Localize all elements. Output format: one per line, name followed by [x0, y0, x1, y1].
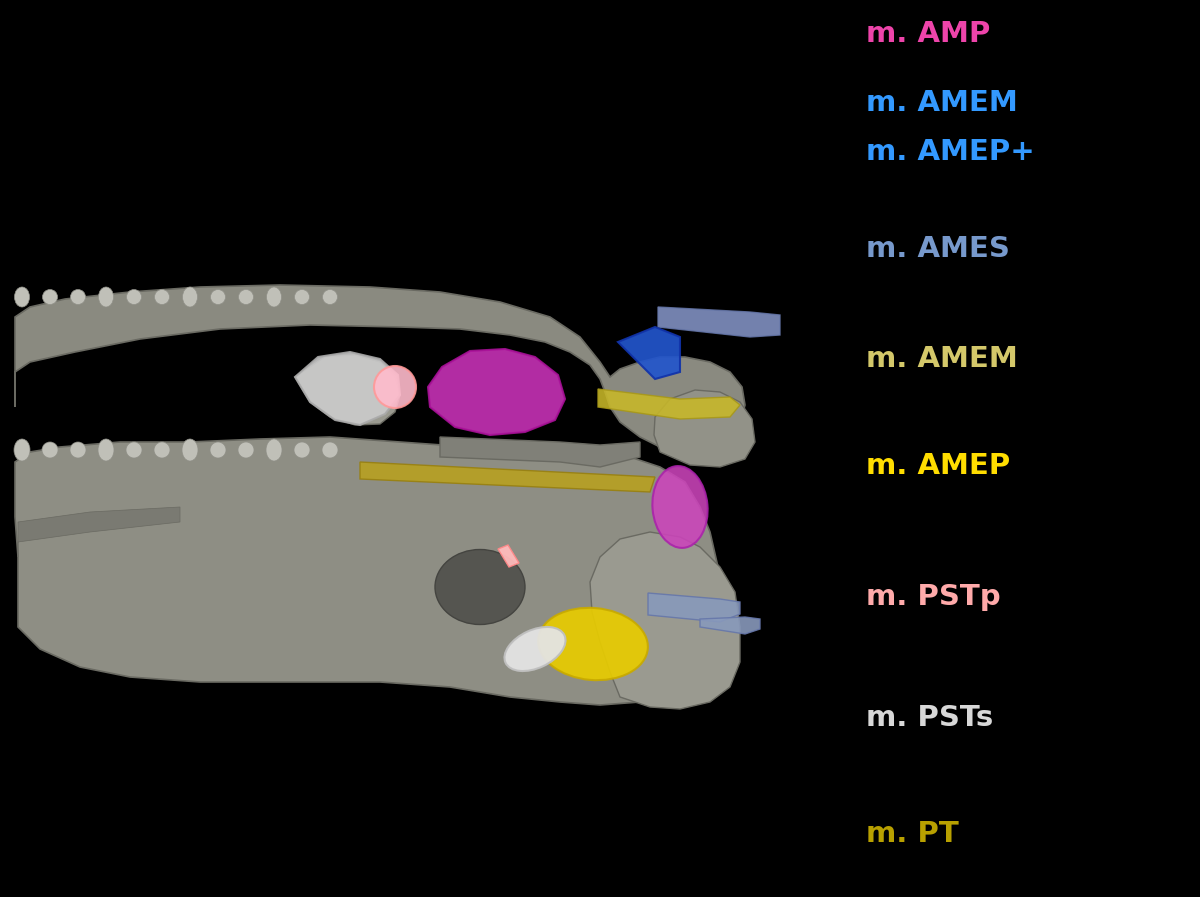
Ellipse shape [653, 466, 708, 548]
Ellipse shape [14, 287, 30, 307]
Text: m. AMP: m. AMP [866, 20, 991, 48]
Ellipse shape [323, 290, 337, 304]
Text: m. AMES: m. AMES [866, 235, 1010, 264]
Polygon shape [700, 617, 760, 634]
Polygon shape [598, 389, 740, 419]
Text: m. AMEP: m. AMEP [866, 452, 1010, 481]
Ellipse shape [504, 627, 565, 671]
Ellipse shape [294, 442, 310, 458]
Ellipse shape [238, 442, 254, 458]
Polygon shape [618, 327, 680, 379]
Ellipse shape [154, 442, 170, 458]
Ellipse shape [210, 442, 226, 458]
Polygon shape [295, 352, 400, 425]
Text: m. PSTp: m. PSTp [866, 582, 1001, 611]
Ellipse shape [538, 608, 648, 680]
Ellipse shape [294, 290, 310, 304]
Ellipse shape [436, 550, 526, 624]
Text: m. PSTs: m. PSTs [866, 703, 994, 732]
Polygon shape [428, 349, 565, 435]
Ellipse shape [71, 290, 85, 304]
Polygon shape [14, 437, 720, 705]
Polygon shape [648, 593, 740, 622]
Polygon shape [14, 285, 745, 452]
Polygon shape [658, 307, 780, 337]
Ellipse shape [182, 287, 198, 307]
Text: m. AMEP+: m. AMEP+ [866, 138, 1036, 167]
Ellipse shape [374, 366, 416, 408]
Ellipse shape [322, 442, 338, 458]
Text: m. AMEM: m. AMEM [866, 89, 1019, 118]
Ellipse shape [266, 439, 282, 461]
Ellipse shape [42, 290, 58, 304]
Text: m. AMEM: m. AMEM [866, 344, 1019, 373]
Ellipse shape [266, 287, 282, 307]
Ellipse shape [70, 442, 86, 458]
Ellipse shape [239, 290, 253, 304]
Ellipse shape [155, 290, 169, 304]
Polygon shape [590, 532, 740, 709]
Polygon shape [654, 390, 755, 467]
Text: m. PT: m. PT [866, 820, 959, 849]
Polygon shape [498, 545, 520, 567]
Ellipse shape [126, 290, 142, 304]
Polygon shape [360, 462, 655, 492]
Ellipse shape [98, 287, 114, 307]
Ellipse shape [98, 439, 114, 461]
Polygon shape [440, 437, 640, 467]
Ellipse shape [182, 439, 198, 461]
Polygon shape [18, 507, 180, 557]
Polygon shape [295, 355, 400, 425]
Ellipse shape [42, 442, 58, 458]
Ellipse shape [126, 442, 142, 458]
Ellipse shape [14, 439, 30, 461]
Ellipse shape [210, 290, 226, 304]
